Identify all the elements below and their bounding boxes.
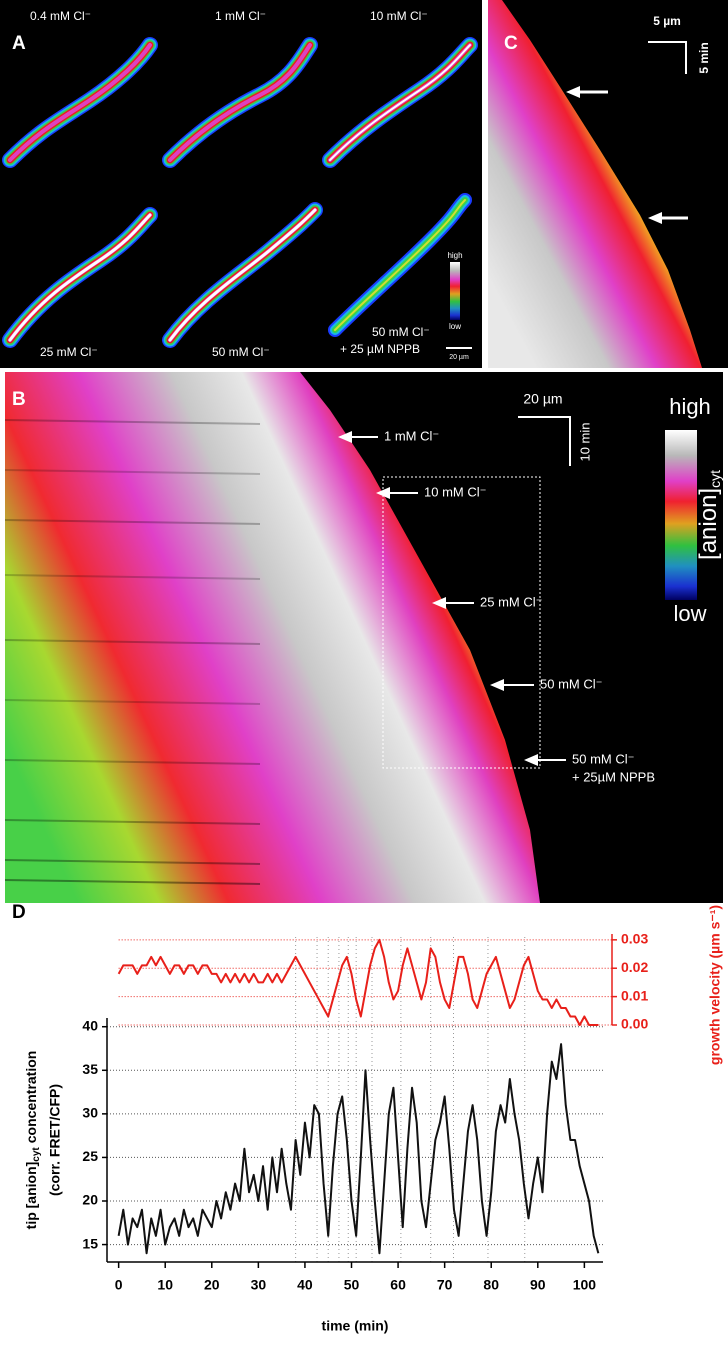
stripes bbox=[4, 419, 261, 885]
x-tick-label: 10 bbox=[157, 1277, 173, 1293]
panel-label: D bbox=[12, 902, 26, 923]
x-tick-label: 40 bbox=[297, 1277, 313, 1293]
stripe bbox=[4, 879, 261, 885]
y-tick-label: 30 bbox=[82, 1105, 98, 1121]
kymograph bbox=[5, 372, 540, 903]
x-tick-label: 70 bbox=[437, 1277, 453, 1293]
colorbar-low: low bbox=[449, 322, 461, 331]
x-tick-label: 30 bbox=[251, 1277, 267, 1293]
colorbar-title-main: [anion] bbox=[695, 488, 722, 560]
arrow-head bbox=[376, 487, 390, 499]
condition-label: 1 mM Cl⁻ bbox=[215, 9, 266, 23]
condition-label: 50 mM Cl⁻ bbox=[212, 345, 270, 359]
colorbar-high: high bbox=[447, 251, 462, 260]
arrow-label: + 25µM NPPB bbox=[572, 769, 655, 784]
condition-label: + 25 µM NPPB bbox=[340, 342, 420, 356]
x-tick-label: 60 bbox=[390, 1277, 406, 1293]
y-axis-label: tip [anion]cyt concentration bbox=[23, 1051, 42, 1230]
condition-label: 0.4 mM Cl⁻ bbox=[30, 9, 91, 23]
colorbar-high: high bbox=[669, 394, 711, 419]
colorbar bbox=[665, 430, 697, 600]
y2-tick-label: 0.02 bbox=[621, 959, 648, 975]
arrow-label: 1 mM Cl⁻ bbox=[384, 428, 439, 443]
cell bbox=[334, 199, 466, 331]
y2-axis-label: growth velocity (µm s⁻¹) bbox=[707, 905, 723, 1065]
y-axis-label-b: concentration bbox=[23, 1051, 39, 1144]
stripe bbox=[4, 574, 261, 580]
stripe bbox=[4, 699, 261, 705]
x-tick-label: 20 bbox=[204, 1277, 220, 1293]
y-axis-label-sub: cyt bbox=[31, 1147, 42, 1162]
stripe bbox=[4, 819, 261, 825]
chart: 15 20 25 30 35 40 0.00 0.01 0.02 0.03 0 10 20 30 40 50 6… bbox=[82, 931, 648, 1293]
arrows bbox=[338, 431, 566, 766]
stripe bbox=[4, 419, 261, 425]
x-tick-label: 90 bbox=[530, 1277, 546, 1293]
y-tick-label: 35 bbox=[82, 1061, 98, 1077]
stripe bbox=[4, 469, 261, 475]
cell-core bbox=[329, 44, 471, 161]
colorbar-low: low bbox=[673, 601, 706, 626]
panel-label: B bbox=[12, 389, 26, 410]
arrow-head bbox=[432, 597, 446, 609]
scale-bar-label: 20 µm bbox=[449, 354, 469, 361]
y-axis-label: (corr. FRET/CFP) bbox=[47, 1084, 63, 1196]
arrow-head bbox=[490, 679, 504, 691]
panel-label: C bbox=[504, 33, 518, 54]
stripe bbox=[4, 759, 261, 765]
stripe bbox=[4, 519, 261, 525]
scale-x-label: 20 µm bbox=[523, 391, 562, 407]
x-tick-label: 80 bbox=[483, 1277, 499, 1293]
panel-label: A bbox=[12, 33, 26, 54]
scale-bar bbox=[518, 416, 571, 466]
scale-y-label: 10 min bbox=[577, 422, 592, 461]
arrow-label: 50 mM Cl⁻ bbox=[572, 751, 634, 766]
condition-label: 10 mM Cl⁻ bbox=[370, 9, 428, 23]
arrow-label: 50 mM Cl⁻ bbox=[540, 676, 602, 691]
kymograph bbox=[488, 0, 702, 368]
y2-tick-label: 0.03 bbox=[621, 931, 648, 947]
arrow-head bbox=[338, 431, 352, 443]
stripe bbox=[4, 859, 261, 865]
x-axis-label: time (min) bbox=[322, 1318, 389, 1334]
scale-bar bbox=[648, 41, 687, 74]
cells bbox=[2, 37, 478, 348]
arrow-label: 25 mM Cl⁻ bbox=[480, 594, 542, 609]
x-tick-label: 0 bbox=[115, 1277, 123, 1293]
data-line bbox=[117, 938, 599, 1026]
colorbar-title-sub: cyt bbox=[707, 470, 723, 488]
cell bbox=[8, 43, 152, 162]
cell bbox=[168, 43, 312, 162]
x-tick-label: 100 bbox=[573, 1277, 597, 1293]
x-tick-label: 50 bbox=[344, 1277, 360, 1293]
condition-label: 25 mM Cl⁻ bbox=[40, 345, 98, 359]
data-line bbox=[117, 1043, 600, 1255]
colorbar-title: [anion]cyt bbox=[695, 470, 722, 560]
y-tick-label: 40 bbox=[82, 1017, 98, 1033]
condition-label: 50 mM Cl⁻ bbox=[372, 325, 430, 339]
y-tick-label: 25 bbox=[82, 1148, 98, 1164]
y2-tick-label: 0.00 bbox=[621, 1016, 648, 1032]
stripe bbox=[4, 639, 261, 645]
arrow-label: 10 mM Cl⁻ bbox=[424, 484, 486, 499]
arrow-head bbox=[566, 86, 580, 98]
cell-core bbox=[8, 213, 152, 342]
arrows bbox=[566, 86, 688, 224]
colorbar bbox=[450, 262, 460, 320]
scale-x-label: 5 µm bbox=[653, 14, 681, 28]
y-tick-label: 15 bbox=[82, 1235, 98, 1251]
arrow-head bbox=[648, 212, 662, 224]
arrow-head bbox=[524, 754, 538, 766]
cell-core bbox=[168, 208, 317, 342]
y-tick-label: 20 bbox=[82, 1192, 98, 1208]
panel-a-image bbox=[0, 0, 482, 368]
scale-y-label: 5 min bbox=[697, 42, 711, 73]
y2-tick-label: 0.01 bbox=[621, 987, 648, 1003]
y-axis-label-a: tip [anion] bbox=[23, 1162, 39, 1230]
